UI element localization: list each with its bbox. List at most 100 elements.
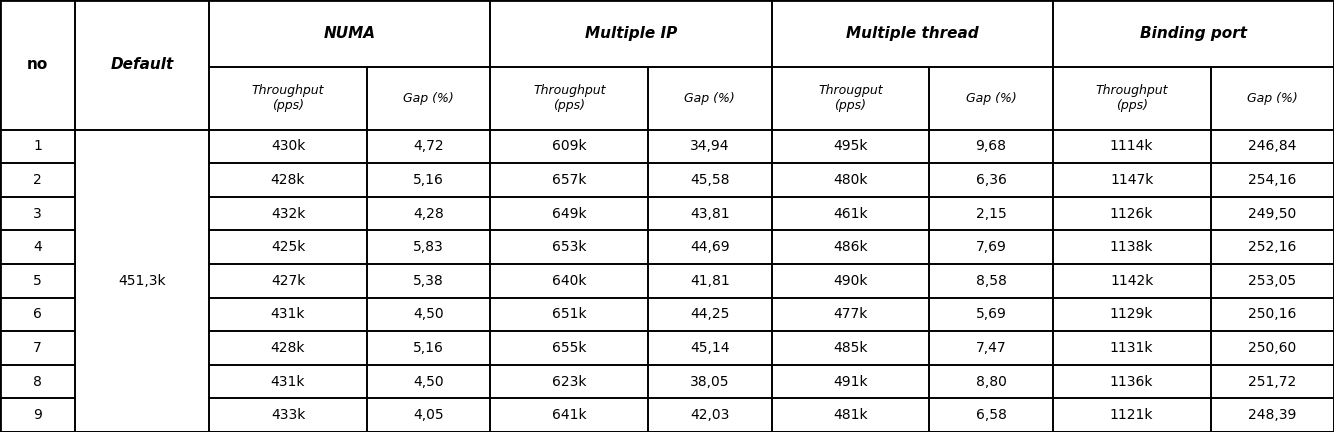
Bar xyxy=(1053,67,1210,130)
Text: 4,05: 4,05 xyxy=(414,408,444,422)
Bar xyxy=(1053,163,1210,197)
Bar xyxy=(491,230,648,264)
Bar xyxy=(1210,130,1334,163)
Bar xyxy=(930,398,1053,432)
Text: 44,25: 44,25 xyxy=(690,308,730,321)
Bar xyxy=(491,197,648,230)
Bar xyxy=(0,331,76,365)
Text: 1: 1 xyxy=(33,140,43,153)
Text: Gap (%): Gap (%) xyxy=(1247,92,1298,105)
Text: 1129k: 1129k xyxy=(1110,308,1154,321)
Bar xyxy=(491,67,648,130)
Bar xyxy=(0,398,76,432)
Text: 623k: 623k xyxy=(552,375,587,389)
Bar xyxy=(209,67,367,130)
Text: 431k: 431k xyxy=(271,308,305,321)
Bar xyxy=(1210,331,1334,365)
Text: 640k: 640k xyxy=(552,274,587,288)
Bar xyxy=(771,331,930,365)
Bar xyxy=(648,197,771,230)
Bar xyxy=(209,230,367,264)
Text: 427k: 427k xyxy=(271,274,305,288)
Bar xyxy=(209,298,367,331)
Bar xyxy=(1053,365,1210,398)
Bar xyxy=(1210,264,1334,298)
Bar xyxy=(1053,197,1210,230)
Bar xyxy=(648,365,771,398)
Text: 1142k: 1142k xyxy=(1110,274,1154,288)
Bar xyxy=(76,130,209,432)
Bar xyxy=(0,0,76,130)
Text: 495k: 495k xyxy=(834,140,867,153)
Text: 43,81: 43,81 xyxy=(690,206,730,221)
Bar xyxy=(1053,230,1210,264)
Bar xyxy=(209,264,367,298)
Bar xyxy=(1210,67,1334,130)
Bar xyxy=(1210,298,1334,331)
Text: 250,16: 250,16 xyxy=(1249,308,1297,321)
Bar xyxy=(930,197,1053,230)
Bar xyxy=(1053,298,1210,331)
Bar xyxy=(771,264,930,298)
Text: 481k: 481k xyxy=(834,408,868,422)
Bar xyxy=(0,130,76,163)
Bar xyxy=(209,0,491,67)
Text: 477k: 477k xyxy=(834,308,867,321)
Bar xyxy=(771,298,930,331)
Bar xyxy=(930,298,1053,331)
Text: 4: 4 xyxy=(33,240,43,254)
Bar xyxy=(648,163,771,197)
Bar xyxy=(1053,264,1210,298)
Text: 45,58: 45,58 xyxy=(690,173,730,187)
Text: Throughput
(pps): Throughput (pps) xyxy=(1095,84,1169,112)
Bar xyxy=(1053,130,1210,163)
Text: Binding port: Binding port xyxy=(1139,26,1247,41)
Text: Througput
(pps): Througput (pps) xyxy=(818,84,883,112)
Text: 2,15: 2,15 xyxy=(975,206,1006,221)
Text: 5,38: 5,38 xyxy=(414,274,444,288)
Text: 655k: 655k xyxy=(552,341,587,355)
Bar xyxy=(1210,197,1334,230)
Bar xyxy=(930,230,1053,264)
Bar xyxy=(491,331,648,365)
Bar xyxy=(491,298,648,331)
Bar xyxy=(648,298,771,331)
Text: 9: 9 xyxy=(33,408,43,422)
Bar xyxy=(930,130,1053,163)
Text: 253,05: 253,05 xyxy=(1249,274,1297,288)
Bar xyxy=(491,264,648,298)
Text: 433k: 433k xyxy=(271,408,305,422)
Bar xyxy=(367,197,491,230)
Text: 252,16: 252,16 xyxy=(1249,240,1297,254)
Text: 7: 7 xyxy=(33,341,43,355)
Text: Gap (%): Gap (%) xyxy=(403,92,454,105)
Bar xyxy=(209,130,367,163)
Text: 4,28: 4,28 xyxy=(414,206,444,221)
Bar xyxy=(771,365,930,398)
Text: 432k: 432k xyxy=(271,206,305,221)
Text: 1126k: 1126k xyxy=(1110,206,1154,221)
Text: 1138k: 1138k xyxy=(1110,240,1154,254)
Bar xyxy=(771,398,930,432)
Text: 653k: 653k xyxy=(552,240,587,254)
Text: 7,47: 7,47 xyxy=(975,341,1006,355)
Text: Multiple IP: Multiple IP xyxy=(584,26,678,41)
Bar xyxy=(209,197,367,230)
Text: 1114k: 1114k xyxy=(1110,140,1154,153)
Text: Gap (%): Gap (%) xyxy=(684,92,735,105)
Bar xyxy=(0,298,76,331)
Bar xyxy=(209,163,367,197)
Bar xyxy=(1053,398,1210,432)
Bar xyxy=(648,398,771,432)
Bar xyxy=(0,163,76,197)
Bar xyxy=(1210,365,1334,398)
Bar xyxy=(1053,331,1210,365)
Text: 657k: 657k xyxy=(552,173,587,187)
Bar xyxy=(491,163,648,197)
Bar xyxy=(367,331,491,365)
Bar xyxy=(771,67,930,130)
Text: 1147k: 1147k xyxy=(1110,173,1154,187)
Text: 431k: 431k xyxy=(271,375,305,389)
Text: 6: 6 xyxy=(33,308,43,321)
Text: 5,69: 5,69 xyxy=(975,308,1007,321)
